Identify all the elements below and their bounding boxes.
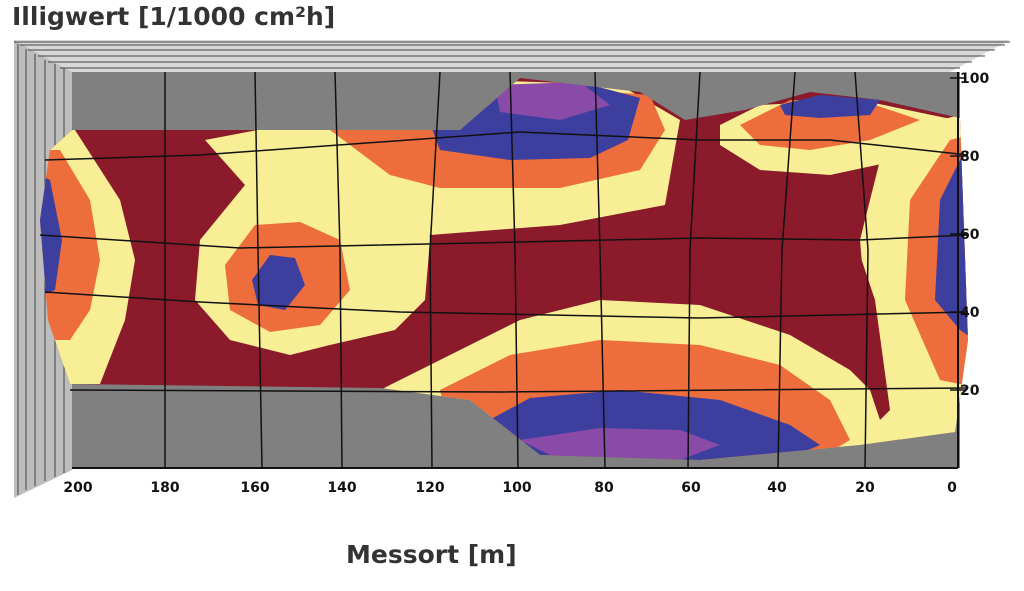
y-tick-label: 100 xyxy=(960,71,989,87)
x-tick-label: 60 xyxy=(681,480,701,496)
grid-lines xyxy=(39,71,969,469)
x-tick-label: 160 xyxy=(240,480,269,496)
x-tick-label: 40 xyxy=(767,480,787,496)
y-axis: 20 40 60 80 100 xyxy=(950,71,989,468)
y-tick-label: 40 xyxy=(960,305,980,321)
x-tick-label: 80 xyxy=(594,480,614,496)
x-tick-label: 180 xyxy=(150,480,179,496)
x-tick-label: 20 xyxy=(855,480,875,496)
x-tick-label: 140 xyxy=(327,480,356,496)
x-tick-label: 100 xyxy=(502,480,531,496)
x-axis-label: Messort [m] xyxy=(346,540,517,569)
y-tick-label: 60 xyxy=(960,227,980,243)
y-tick-label: 20 xyxy=(960,383,980,399)
x-axis: 200 180 160 140 120 100 80 60 40 20 0 xyxy=(63,467,958,496)
x-tick-label: 0 xyxy=(947,480,957,496)
x-tick-label: 120 xyxy=(415,480,444,496)
x-tick-label: 200 xyxy=(63,480,92,496)
y-tick-label: 80 xyxy=(960,149,980,165)
y-axis-label: Illigwert [1/1000 cm²h] xyxy=(12,2,336,31)
